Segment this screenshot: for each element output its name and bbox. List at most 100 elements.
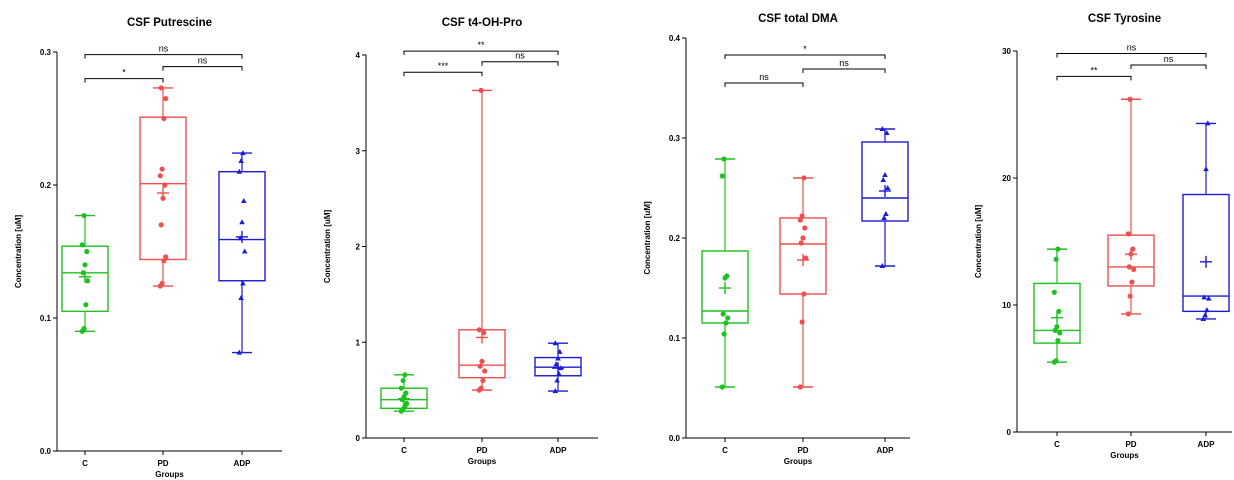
box-PD (779, 175, 827, 390)
data-point (478, 385, 484, 391)
y-axis-label: Concentration [uM] (323, 210, 332, 284)
significance-label: ** (1090, 65, 1098, 75)
data-point (84, 248, 90, 255)
x-tick-label: ADP (234, 459, 252, 468)
box-iqr (1107, 234, 1155, 287)
data-point (476, 327, 482, 333)
data-point (239, 219, 245, 225)
data-point (552, 340, 559, 346)
y-tick-label: 20 (1002, 174, 1011, 183)
data-point (161, 258, 167, 264)
x-axis-label: Groups (468, 457, 497, 466)
significance-label: ns (1164, 54, 1174, 64)
significance-bracket: ns (1130, 54, 1207, 69)
data-point (799, 213, 805, 219)
x-tick-label: C (82, 459, 88, 468)
data-point (1055, 246, 1061, 252)
data-point (556, 370, 562, 376)
y-tick-label: 10 (1002, 301, 1011, 310)
significance-bracket: ** (1056, 65, 1132, 81)
y-axis-label: Concentration [uM] (14, 215, 23, 289)
data-point (163, 95, 169, 102)
box-iqr (1033, 282, 1081, 344)
significance-bracket: * (724, 44, 886, 59)
significance-label: * (122, 68, 126, 78)
box-ADP (861, 126, 909, 268)
x-axis-label: Groups (155, 470, 184, 479)
data-point (557, 365, 564, 371)
x-tick-label: PD (157, 459, 168, 468)
data-point (1127, 96, 1133, 102)
data-point (879, 263, 886, 268)
chart-title: CSF total DMA (758, 13, 838, 25)
data-point (1200, 315, 1207, 321)
mean-marker (1051, 311, 1063, 324)
data-point (1056, 308, 1062, 314)
data-point (83, 302, 89, 308)
data-point (159, 166, 165, 172)
significance-bracket: ns (162, 56, 243, 71)
data-point (79, 242, 85, 248)
data-point (1204, 307, 1210, 313)
y-tick-label: 0.4 (669, 34, 681, 43)
box-iqr (61, 245, 109, 313)
chart-title: CSF Tyrosine (1088, 13, 1161, 25)
data-point (802, 225, 808, 231)
chart-panel-2: CSF t4-OH-Pro 0 1 2 3 4 C PD ADP Groups Concentrat… (323, 17, 598, 466)
data-point (400, 377, 406, 384)
chart-panel-1: CSF Putrescine 0.0 0.1 0.2 0.3 C PD ADP Groups Co… (14, 17, 282, 479)
data-point (157, 173, 163, 179)
data-point (478, 87, 484, 94)
data-point (1129, 279, 1135, 285)
data-point (163, 254, 169, 260)
data-point (719, 173, 725, 179)
data-point (85, 278, 91, 284)
data-point (720, 311, 726, 317)
box-C (61, 212, 109, 334)
data-point (236, 349, 243, 355)
y-tick-label: 0.0 (669, 434, 681, 443)
data-point (884, 130, 890, 135)
significance-bracket: ns (802, 58, 886, 73)
data-point (723, 320, 729, 326)
data-point (1205, 120, 1211, 126)
mean-marker (1200, 255, 1212, 268)
significance-bracket: ns (724, 72, 804, 87)
data-point (480, 377, 486, 384)
x-tick-label: PD (476, 446, 487, 455)
chart-panel-3: CSF total DMA 0.0 0.1 0.2 0.3 0.4 C PD ADP Groups… (643, 13, 910, 466)
data-point (883, 211, 889, 216)
data-point (477, 363, 483, 369)
data-point (1202, 312, 1208, 318)
data-point (404, 400, 410, 407)
data-point (1130, 246, 1136, 252)
data-point (237, 235, 243, 241)
data-point (82, 262, 88, 268)
box-iqr (861, 141, 909, 222)
data-point (1057, 330, 1063, 336)
y-tick-label: 0.3 (669, 134, 681, 143)
data-point (1054, 323, 1060, 330)
significance-bracket: ** (403, 40, 559, 56)
data-point (80, 270, 86, 276)
x-tick-label: PD (1125, 440, 1136, 449)
significance-label: ns (515, 51, 525, 61)
data-point (1125, 231, 1131, 237)
data-point (801, 175, 807, 181)
data-point (880, 177, 886, 182)
data-point (1053, 256, 1059, 262)
data-point (1131, 266, 1137, 273)
data-point (238, 158, 244, 164)
y-tick-label: 4 (356, 51, 361, 60)
data-point (882, 172, 888, 177)
data-point (800, 235, 806, 241)
box-iqr (218, 170, 266, 282)
data-point (553, 361, 559, 367)
data-point (1127, 293, 1133, 299)
significance-label: *** (438, 61, 449, 71)
data-point (801, 291, 807, 297)
mean-marker (719, 282, 731, 294)
y-tick-label: 0.2 (669, 234, 681, 243)
significance-bracket: *** (403, 61, 483, 77)
